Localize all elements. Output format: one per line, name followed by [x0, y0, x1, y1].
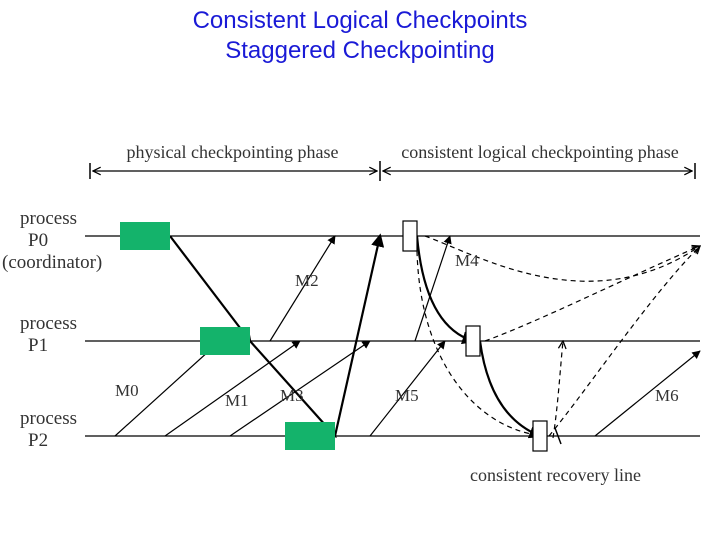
svg-text:M4: M4 [455, 251, 479, 270]
coord-edge [335, 236, 380, 436]
title-line-2: Staggered Checkpointing [225, 37, 495, 64]
page-title: Consistent Logical Checkpoints Staggered… [0, 0, 720, 66]
svg-text:P2: P2 [28, 430, 48, 451]
svg-text:M0: M0 [115, 381, 139, 400]
logical-checkpoint [466, 326, 480, 356]
svg-text:(coordinator): (coordinator) [2, 252, 102, 273]
dashed-dep [553, 341, 563, 438]
coord-edge [170, 236, 250, 341]
svg-text:M6: M6 [655, 386, 679, 405]
svg-text:process: process [20, 208, 77, 229]
svg-text:process: process [20, 313, 77, 334]
physical-checkpoint [120, 222, 170, 250]
coord-curve [480, 341, 540, 436]
physical-checkpoint [285, 422, 335, 450]
dashed-dep [485, 246, 700, 341]
svg-text:M5: M5 [395, 386, 419, 405]
title-line-1: Consistent Logical Checkpoints [193, 7, 528, 34]
logical-checkpoint [533, 421, 547, 451]
svg-text:process: process [20, 408, 77, 429]
diagram-svg: physical checkpointing phase consistent l… [0, 66, 720, 506]
svg-text:consistent recovery line: consistent recovery line [470, 465, 641, 485]
svg-text:M1: M1 [225, 391, 249, 410]
logical-checkpoint [403, 221, 417, 251]
svg-text:M2: M2 [295, 271, 319, 290]
svg-text:P0: P0 [28, 230, 48, 251]
diagram: physical checkpointing phase consistent l… [0, 66, 720, 506]
msg-M6 [595, 351, 700, 436]
svg-text:consistent logical checkpointi: consistent logical checkpointing phase [401, 142, 678, 162]
svg-text:M3: M3 [280, 386, 304, 405]
svg-text:P1: P1 [28, 335, 48, 356]
physical-checkpoint [200, 327, 250, 355]
svg-text:physical checkpointing phase: physical checkpointing phase [127, 142, 339, 162]
